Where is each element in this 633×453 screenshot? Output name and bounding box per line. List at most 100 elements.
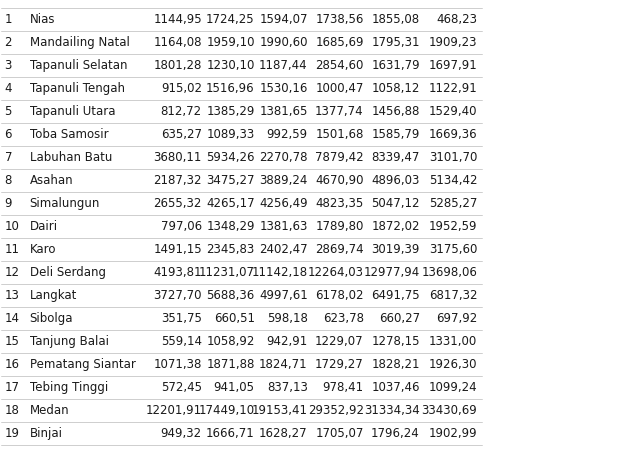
Text: 2655,32: 2655,32 <box>153 197 202 210</box>
Text: 915,02: 915,02 <box>161 82 202 95</box>
Text: 4670,90: 4670,90 <box>315 174 364 187</box>
Text: 1801,28: 1801,28 <box>153 59 202 72</box>
Text: 351,75: 351,75 <box>161 312 202 325</box>
Text: 3727,70: 3727,70 <box>153 289 202 302</box>
Text: 1855,08: 1855,08 <box>372 13 420 26</box>
Text: 11: 11 <box>4 243 20 256</box>
Text: Sibolga: Sibolga <box>30 312 73 325</box>
Text: 1491,15: 1491,15 <box>153 243 202 256</box>
Text: 837,13: 837,13 <box>266 381 308 394</box>
Text: 18: 18 <box>4 404 20 417</box>
Text: Nias: Nias <box>30 13 55 26</box>
Text: Dairi: Dairi <box>30 220 58 233</box>
Text: 1705,07: 1705,07 <box>315 427 364 440</box>
Text: 3475,27: 3475,27 <box>206 174 254 187</box>
Text: 1871,88: 1871,88 <box>206 358 254 371</box>
Text: 12977,94: 12977,94 <box>363 266 420 279</box>
Text: Mandailing Natal: Mandailing Natal <box>30 36 130 49</box>
Text: 1729,27: 1729,27 <box>315 358 364 371</box>
Text: 1669,36: 1669,36 <box>429 128 477 141</box>
Text: 1909,23: 1909,23 <box>429 36 477 49</box>
Text: 6: 6 <box>4 128 12 141</box>
Text: Tapanuli Selatan: Tapanuli Selatan <box>30 59 127 72</box>
Text: Asahan: Asahan <box>30 174 73 187</box>
Text: 11231,07: 11231,07 <box>199 266 254 279</box>
Text: 5285,27: 5285,27 <box>429 197 477 210</box>
Text: 7: 7 <box>4 151 12 164</box>
Text: 660,51: 660,51 <box>214 312 254 325</box>
Text: 1585,79: 1585,79 <box>372 128 420 141</box>
Text: 4: 4 <box>4 82 12 95</box>
Text: 19: 19 <box>4 427 20 440</box>
Text: 1828,21: 1828,21 <box>372 358 420 371</box>
Text: 941,05: 941,05 <box>214 381 254 394</box>
Text: 3: 3 <box>4 59 12 72</box>
Text: 4193,81: 4193,81 <box>153 266 202 279</box>
Text: 942,91: 942,91 <box>266 335 308 348</box>
Text: 3101,70: 3101,70 <box>429 151 477 164</box>
Text: 16: 16 <box>4 358 20 371</box>
Text: 623,78: 623,78 <box>323 312 364 325</box>
Text: 8339,47: 8339,47 <box>372 151 420 164</box>
Text: 3680,11: 3680,11 <box>153 151 202 164</box>
Text: Tapanuli Tengah: Tapanuli Tengah <box>30 82 125 95</box>
Text: 7879,42: 7879,42 <box>315 151 364 164</box>
Text: 17449,10: 17449,10 <box>199 404 254 417</box>
Text: 1: 1 <box>4 13 12 26</box>
Text: 1385,29: 1385,29 <box>206 105 254 118</box>
Text: 1529,40: 1529,40 <box>429 105 477 118</box>
Text: 2270,78: 2270,78 <box>259 151 308 164</box>
Text: 5: 5 <box>4 105 12 118</box>
Text: 949,32: 949,32 <box>161 427 202 440</box>
Text: 6491,75: 6491,75 <box>371 289 420 302</box>
Text: 31334,34: 31334,34 <box>364 404 420 417</box>
Text: 1685,69: 1685,69 <box>315 36 364 49</box>
Text: 1594,07: 1594,07 <box>259 13 308 26</box>
Text: 1516,96: 1516,96 <box>206 82 254 95</box>
Text: 1795,31: 1795,31 <box>372 36 420 49</box>
Text: 5047,12: 5047,12 <box>372 197 420 210</box>
Text: 1348,29: 1348,29 <box>206 220 254 233</box>
Text: 1796,24: 1796,24 <box>371 427 420 440</box>
Text: 1377,74: 1377,74 <box>315 105 364 118</box>
Text: 17: 17 <box>4 381 20 394</box>
Text: 2187,32: 2187,32 <box>153 174 202 187</box>
Text: Tapanuli Utara: Tapanuli Utara <box>30 105 115 118</box>
Text: 4265,17: 4265,17 <box>206 197 254 210</box>
Text: 1099,24: 1099,24 <box>429 381 477 394</box>
Text: 11142,18: 11142,18 <box>251 266 308 279</box>
Text: 598,18: 598,18 <box>266 312 308 325</box>
Text: 1000,47: 1000,47 <box>315 82 364 95</box>
Text: 1331,00: 1331,00 <box>429 335 477 348</box>
Text: 992,59: 992,59 <box>266 128 308 141</box>
Text: 6817,32: 6817,32 <box>429 289 477 302</box>
Text: 1902,99: 1902,99 <box>429 427 477 440</box>
Text: 12264,03: 12264,03 <box>308 266 364 279</box>
Text: 2869,74: 2869,74 <box>315 243 364 256</box>
Text: 5934,26: 5934,26 <box>206 151 254 164</box>
Text: 33430,69: 33430,69 <box>422 404 477 417</box>
Text: 4997,61: 4997,61 <box>259 289 308 302</box>
Text: 1789,80: 1789,80 <box>315 220 364 233</box>
Text: 2402,47: 2402,47 <box>259 243 308 256</box>
Text: Deli Serdang: Deli Serdang <box>30 266 106 279</box>
Text: 978,41: 978,41 <box>323 381 364 394</box>
Text: 1666,71: 1666,71 <box>206 427 254 440</box>
Text: 10: 10 <box>4 220 20 233</box>
Text: Langkat: Langkat <box>30 289 77 302</box>
Text: Binjai: Binjai <box>30 427 63 440</box>
Text: 2345,83: 2345,83 <box>206 243 254 256</box>
Text: 1628,27: 1628,27 <box>259 427 308 440</box>
Text: 9: 9 <box>4 197 12 210</box>
Text: 1089,33: 1089,33 <box>206 128 254 141</box>
Text: Medan: Medan <box>30 404 70 417</box>
Text: 1278,15: 1278,15 <box>372 335 420 348</box>
Text: 5688,36: 5688,36 <box>206 289 254 302</box>
Text: 1058,92: 1058,92 <box>206 335 254 348</box>
Text: 14: 14 <box>4 312 20 325</box>
Text: 12201,91: 12201,91 <box>146 404 202 417</box>
Text: 1229,07: 1229,07 <box>315 335 364 348</box>
Text: 1122,91: 1122,91 <box>429 82 477 95</box>
Text: 13: 13 <box>4 289 20 302</box>
Text: 1990,60: 1990,60 <box>259 36 308 49</box>
